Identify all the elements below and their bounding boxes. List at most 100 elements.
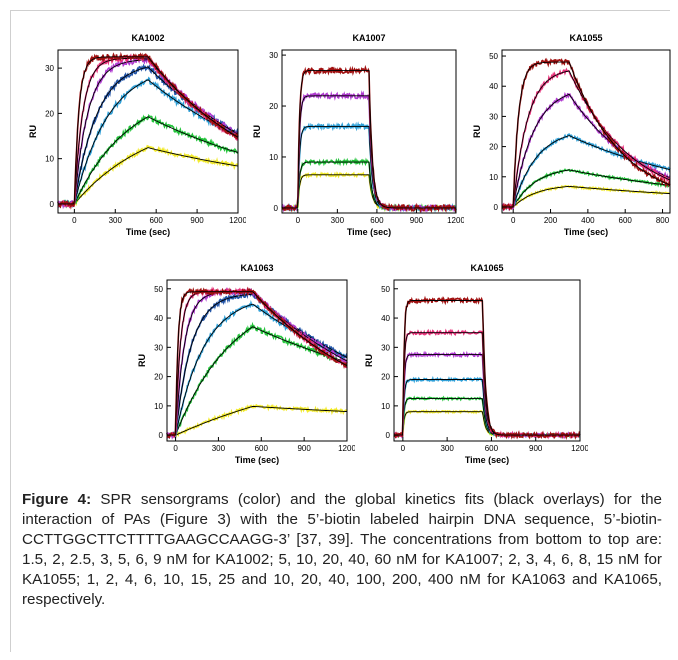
fit-line-1 [502, 185, 670, 208]
x-tick-label: 600 [370, 216, 384, 225]
x-tick-label: 200 [544, 216, 558, 225]
fit-line-4 [167, 293, 348, 436]
y-tick-label: 20 [269, 102, 278, 111]
x-tick-label: 300 [440, 444, 454, 453]
y-tick-label: 40 [489, 82, 498, 91]
x-tick-label: 300 [212, 444, 226, 453]
y-axis-label: RU [252, 125, 262, 138]
x-tick-label: 300 [331, 216, 345, 225]
chart-ka1055: KA1055 0 200 400 600 800 0 10 20 30 40 50 Time (sec)… [472, 33, 671, 237]
fit-line-2 [58, 116, 239, 205]
chart-title: KA1055 [569, 33, 602, 43]
y-tick-label: 30 [269, 51, 278, 60]
x-tick-label: 600 [255, 444, 269, 453]
y-tick-label: 30 [381, 343, 390, 352]
chart-ka1002: KA1002 0 300 600 900 1200 0 10 20 30 Time (sec) RU [28, 33, 246, 237]
series-group [57, 51, 239, 210]
x-tick-label: 0 [511, 216, 516, 225]
y-tick-label: 0 [50, 200, 55, 209]
series-line-4 [166, 289, 348, 439]
series-line-1 [57, 144, 239, 209]
fit-line-7 [167, 291, 348, 436]
y-tick-label: 40 [381, 314, 390, 323]
series-group [281, 64, 457, 214]
fit-line-2 [502, 169, 671, 208]
figure-caption: Figure 4: SPR sensorgrams (color) and th… [22, 490, 662, 610]
x-tick-label: 1200 [229, 216, 246, 225]
x-axis-label: Time (sec) [347, 227, 391, 237]
y-tick-label: 50 [154, 285, 163, 294]
y-axis-label: RU [137, 354, 147, 367]
x-tick-label: 900 [190, 216, 204, 225]
y-tick-label: 20 [154, 373, 163, 382]
chart-title: KA1065 [470, 263, 503, 273]
y-axis-label: RU [28, 125, 38, 138]
series-line-3 [166, 300, 348, 440]
series-line-1 [166, 403, 348, 439]
y-tick-label: 40 [154, 314, 163, 323]
x-tick-label: 400 [581, 216, 595, 225]
series-group [166, 286, 348, 440]
y-tick-label: 30 [489, 112, 498, 121]
series-line-6 [501, 57, 671, 212]
x-tick-label: 0 [401, 444, 406, 453]
fit-line-1 [58, 147, 239, 205]
fit-line-6 [502, 61, 671, 208]
x-tick-label: 900 [410, 216, 424, 225]
x-tick-label: 600 [619, 216, 633, 225]
fit-line-3 [58, 79, 239, 205]
x-axis-label: Time (sec) [235, 455, 279, 465]
plot-frame [393, 279, 581, 442]
series-line-2 [166, 321, 348, 439]
x-tick-label: 300 [109, 216, 123, 225]
y-tick-label: 50 [381, 285, 390, 294]
y-tick-label: 10 [45, 155, 54, 164]
caption-label: Figure 4: [22, 491, 92, 508]
x-tick-label: 600 [485, 444, 499, 453]
x-tick-label: 1200 [338, 444, 355, 453]
chart-ka1007: KA1007 0 300 600 900 1200 0 10 20 30 Time (sec) RU [252, 33, 464, 237]
chart-title: KA1002 [131, 33, 164, 43]
caption-text: SPR sensorgrams (color) and the global k… [22, 491, 662, 608]
y-tick-label: 0 [274, 204, 279, 213]
fit-line-7 [58, 56, 239, 205]
series-line-4 [501, 91, 671, 212]
y-tick-label: 0 [159, 431, 164, 440]
x-tick-label: 0 [72, 216, 77, 225]
series-group [393, 295, 581, 440]
series-line-4 [281, 90, 457, 213]
y-tick-label: 10 [381, 402, 390, 411]
chart-title: KA1063 [240, 263, 273, 273]
y-tick-label: 30 [45, 64, 54, 73]
fit-line-2 [167, 326, 348, 436]
y-axis-label: RU [364, 354, 374, 367]
y-tick-label: 50 [489, 52, 498, 61]
plot-frame [166, 279, 348, 442]
fit-line-5 [502, 70, 671, 208]
plot-frame [281, 49, 457, 214]
chart-ka1063: KA1063 0 300 600 900 1200 0 10 20 30 40 50 Time (sec… [137, 263, 355, 465]
plot-frame [57, 49, 239, 214]
y-tick-label: 20 [489, 143, 498, 152]
y-tick-label: 10 [489, 173, 498, 182]
x-tick-label: 800 [656, 216, 670, 225]
y-tick-label: 10 [269, 153, 278, 162]
chart-ka1065: KA1065 0 300 600 900 1200 0 10 20 30 40 50 Time (sec… [364, 263, 588, 465]
x-tick-label: 900 [529, 444, 543, 453]
x-axis-label: Time (sec) [564, 227, 608, 237]
fit-line-5 [282, 69, 456, 209]
x-tick-label: 1200 [447, 216, 464, 225]
x-tick-label: 0 [296, 216, 301, 225]
y-tick-label: 10 [154, 402, 163, 411]
fit-line-3 [167, 303, 348, 436]
series-line-3 [501, 133, 671, 210]
fit-line-6 [394, 300, 580, 436]
x-axis-label: Time (sec) [126, 227, 170, 237]
x-tick-label: 900 [297, 444, 311, 453]
y-axis-label: RU [472, 125, 482, 138]
y-tick-label: 0 [386, 431, 391, 440]
fit-line-1 [167, 405, 348, 436]
figure-frame [10, 10, 670, 652]
y-tick-label: 0 [494, 203, 499, 212]
plot-frame [501, 49, 671, 214]
